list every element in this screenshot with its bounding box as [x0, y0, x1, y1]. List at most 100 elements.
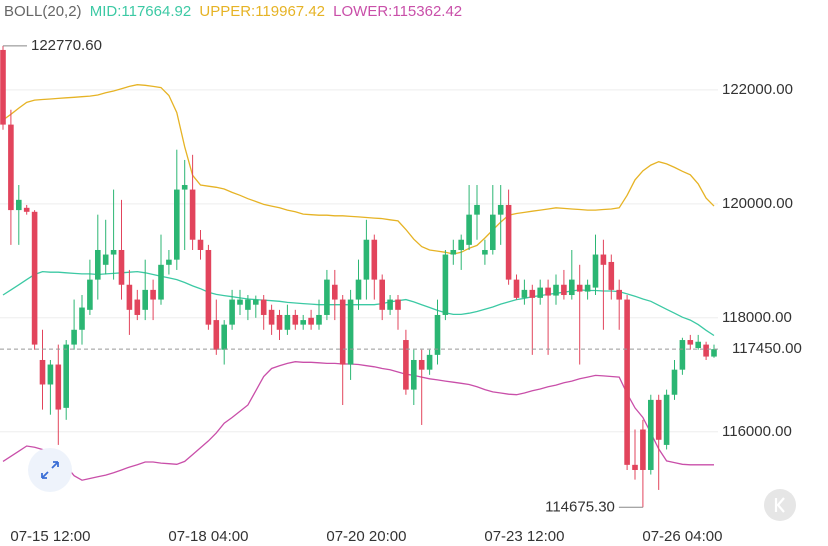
candle-body — [181, 185, 188, 190]
candle-body — [102, 254, 109, 265]
candle-body — [482, 249, 488, 255]
x-tick-label: 07-23 12:00 — [484, 528, 564, 545]
candle-body — [55, 364, 62, 410]
legend-lower: LOWER:115362.42 — [333, 3, 462, 20]
expand-icon[interactable] — [41, 461, 59, 479]
legend: BOLL(20,2) MID:117664.92 UPPER:119967.42… — [4, 3, 462, 20]
indicator-name: BOLL(20,2) — [4, 3, 82, 20]
candle-body — [324, 279, 330, 315]
candle-body — [23, 207, 30, 212]
candle-body — [584, 284, 591, 292]
x-tick-label: 07-15 12:00 — [10, 528, 90, 545]
candle-body — [276, 314, 283, 330]
band-line — [2, 361, 714, 481]
candle-body — [395, 299, 401, 310]
candle-body — [521, 289, 528, 298]
x-tick-label: 07-26 04:00 — [642, 528, 722, 545]
candle-body — [600, 254, 607, 265]
candle-body — [229, 299, 235, 325]
candle-body — [221, 324, 227, 350]
candle-body — [150, 289, 156, 300]
candle-body — [363, 239, 370, 280]
candle-body — [292, 314, 299, 325]
candle-body — [316, 314, 322, 325]
candle-body — [95, 249, 101, 280]
candle-body — [31, 211, 38, 345]
candle-body — [434, 314, 441, 355]
candle-body — [505, 204, 512, 280]
candle-body — [260, 299, 267, 315]
candle-body — [71, 329, 77, 345]
candle-body — [253, 299, 259, 305]
candle-body — [513, 279, 520, 298]
annotation-label: 114675.30 — [545, 498, 615, 515]
scroll-latest-bg[interactable] — [764, 489, 796, 521]
x-tick-label: 07-20 20:00 — [326, 528, 406, 545]
scroll-latest-button[interactable] — [764, 489, 796, 521]
candle-body — [0, 49, 6, 125]
candle-body — [466, 214, 472, 245]
candle-body — [284, 314, 291, 330]
candle-body — [347, 299, 354, 365]
candle-body — [387, 299, 393, 310]
candle-body — [142, 289, 148, 310]
candle-body — [624, 299, 630, 465]
candle-body — [403, 340, 409, 390]
candle-body — [411, 359, 417, 390]
candle-body — [158, 264, 164, 300]
candle-body — [197, 239, 204, 250]
candle-body — [553, 284, 559, 296]
candle-body — [442, 254, 449, 315]
candle-body — [16, 199, 22, 211]
candle-body — [174, 189, 180, 260]
candle-body — [47, 364, 54, 385]
candle-body — [87, 279, 93, 310]
candle-body — [695, 341, 701, 349]
candle-body — [166, 259, 172, 265]
candle-body — [458, 239, 464, 250]
band-line — [2, 84, 715, 255]
candle-body — [663, 394, 670, 445]
scroll-latest-icon[interactable] — [774, 497, 785, 513]
candle-body — [474, 204, 480, 215]
candle-body — [268, 309, 275, 325]
candle-body — [237, 299, 243, 305]
candle-body — [418, 359, 425, 370]
expand-button-bg[interactable] — [28, 448, 72, 492]
candle-body — [711, 349, 717, 357]
candle-body — [679, 340, 686, 370]
candle-body — [616, 289, 622, 300]
y-tick-label: 118000.00 — [722, 309, 792, 326]
candle-body — [63, 344, 69, 408]
candle-body — [545, 287, 551, 296]
candle-body — [371, 239, 378, 280]
candle-body — [569, 279, 575, 296]
candle-body — [189, 189, 196, 240]
candle-body — [632, 464, 638, 470]
candle-body — [379, 279, 385, 310]
candle-body — [245, 299, 251, 310]
candle-body — [39, 359, 46, 385]
candle-body — [490, 214, 496, 250]
candle-body — [529, 289, 536, 298]
candle-body — [640, 429, 646, 470]
candle-body — [308, 317, 314, 325]
legend-mid: MID:117664.92 — [90, 3, 191, 20]
candles — [0, 45, 717, 508]
candle-body — [671, 369, 678, 395]
labels: 116000.00 118000.00 120000.00 122000.00 07-1… — [0, 37, 802, 545]
candle-body — [110, 249, 117, 255]
candle-body — [118, 249, 125, 285]
expand-button[interactable] — [28, 448, 72, 492]
candle-body — [648, 399, 654, 470]
candle-body — [332, 284, 338, 300]
candle-body — [592, 254, 599, 288]
candle-body — [450, 249, 457, 255]
y-tick-label: 122000.00 — [722, 81, 793, 98]
candle-body — [426, 354, 433, 370]
x-tick-label: 07-18 04:00 — [168, 528, 248, 545]
candle-body — [561, 284, 567, 296]
y-tick-label: 116000.00 — [722, 423, 792, 440]
candle-body — [655, 399, 662, 440]
